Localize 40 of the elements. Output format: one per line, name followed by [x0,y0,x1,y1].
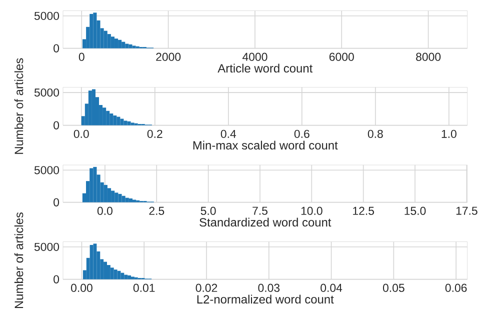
x-tick-label: 4000 [242,52,268,61]
x-tick-label: 8000 [416,52,441,61]
x-tick-label: 0.06 [445,284,467,292]
x-tick-label: 0.04 [320,284,342,292]
x-tick-label: 7.5 [252,206,268,215]
x-tick-label: 0 [78,52,84,61]
x-tick-label: 17.5 [456,206,478,215]
x-axis-title: Min-max scaled word count [193,140,338,150]
y-tick-label: 5000 [34,12,60,20]
x-tick-label: 0.03 [258,284,280,292]
y-axis-title: Number of articles [14,58,24,154]
x-tick-label: 2000 [156,52,181,61]
x-tick-label: 6000 [329,52,354,61]
y-tick-label: 5000 [34,242,60,251]
y-tick-label: 0 [54,121,60,130]
x-tick-label: 0.0 [74,130,89,138]
y-tick-label: 0 [54,275,60,284]
x-tick-label: 5.0 [200,206,216,215]
x-axis-title: Article word count [218,64,313,73]
x-tick-label: 10.0 [301,206,322,215]
x-axis-title: L2-normalized word count [197,294,334,304]
y-tick-label: 0 [54,44,60,52]
x-tick-label: 0.4 [220,130,236,138]
x-tick-label: 0.02 [196,284,218,292]
x-tick-label: 0.00 [71,284,92,292]
x-tick-label: 0.01 [133,284,155,292]
x-tick-label: 12.5 [353,206,374,215]
y-tick-label: 5000 [34,88,60,97]
x-tick-label: 0.05 [382,284,404,292]
x-tick-label: 15.0 [404,206,426,215]
x-tick-label: 1.0 [442,130,456,138]
x-tick-label: 0.2 [147,130,162,138]
x-axis-title: Standardized word count [200,218,332,227]
x-tick-label: 2.5 [149,206,164,215]
x-tick-label: 0.0 [97,206,112,215]
y-axis-title: Number of articles [14,212,24,308]
x-tick-label: 0.6 [294,130,310,138]
y-tick-label: 0 [54,198,60,206]
y-tick-label: 5000 [34,166,60,174]
x-tick-label: 0.8 [368,130,383,138]
